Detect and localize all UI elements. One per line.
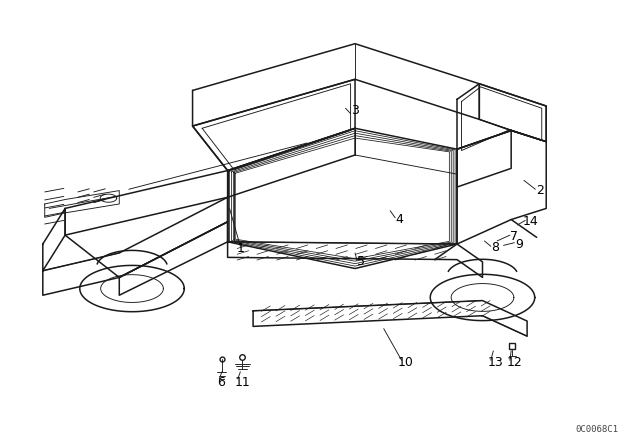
Text: 6: 6 bbox=[218, 375, 225, 388]
Text: 13: 13 bbox=[488, 356, 503, 369]
Text: 12: 12 bbox=[506, 356, 522, 369]
Text: 8: 8 bbox=[492, 241, 499, 254]
Text: 5: 5 bbox=[357, 255, 365, 268]
Text: 7: 7 bbox=[510, 230, 518, 243]
Text: 1: 1 bbox=[236, 242, 244, 255]
Text: 4: 4 bbox=[396, 213, 404, 226]
Text: 11: 11 bbox=[234, 375, 250, 388]
Text: 2: 2 bbox=[536, 184, 544, 197]
Text: 9: 9 bbox=[515, 237, 523, 250]
Text: 10: 10 bbox=[398, 356, 414, 369]
Text: 0C0068C1: 0C0068C1 bbox=[576, 425, 619, 434]
Text: 14: 14 bbox=[522, 215, 538, 228]
Text: 3: 3 bbox=[351, 104, 359, 117]
